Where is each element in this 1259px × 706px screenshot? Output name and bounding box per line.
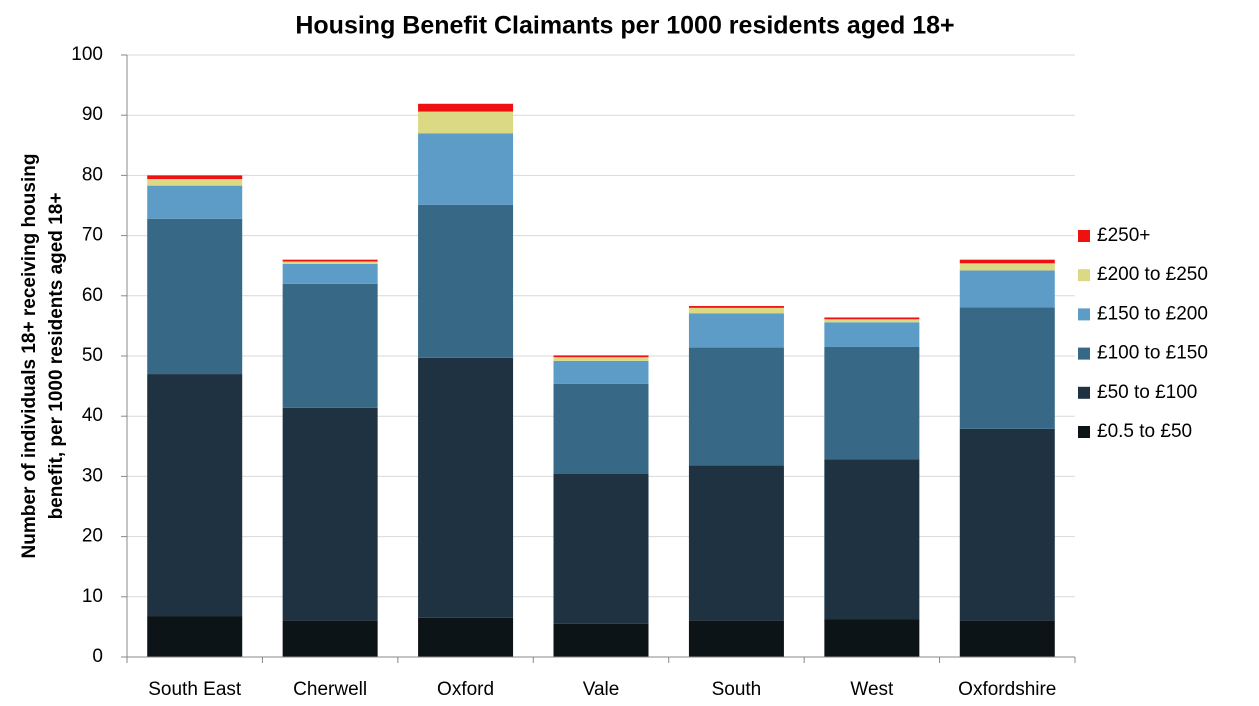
- legend-swatch: [1078, 386, 1090, 399]
- bar-segment: [553, 623, 649, 657]
- bar-segment: [282, 283, 378, 408]
- legend-swatch: [1078, 308, 1090, 321]
- bar-segment: [824, 322, 920, 347]
- bar-segment: [959, 259, 1055, 264]
- bar-segment: [959, 307, 1055, 429]
- y-tick-label: 0: [92, 646, 103, 667]
- bar-segment: [688, 347, 784, 466]
- bar-segment: [688, 306, 784, 308]
- legend-label: £250+: [1097, 225, 1150, 246]
- bar-segment: [688, 465, 784, 621]
- y-tick-label: 40: [82, 405, 103, 426]
- bar-segment: [147, 374, 243, 617]
- legend-swatch: [1078, 347, 1090, 360]
- legend-swatch: [1078, 426, 1090, 438]
- y-tick-label: 90: [82, 104, 103, 125]
- legend-label: £0.5 to £50: [1097, 421, 1192, 442]
- legend-label: £150 to £200: [1097, 303, 1208, 324]
- y-tick-label: 20: [82, 526, 103, 547]
- bar-segment: [824, 619, 920, 657]
- bar-segment: [824, 346, 920, 460]
- bar-segment: [959, 620, 1055, 657]
- bar-segment: [418, 103, 514, 112]
- x-tick-label: Oxfordshire: [958, 679, 1056, 700]
- bar-segment: [688, 620, 784, 657]
- bar-segment: [553, 355, 649, 358]
- bar-segment: [824, 317, 920, 320]
- bar-segment: [147, 175, 243, 180]
- x-tick-label: Oxford: [437, 679, 494, 700]
- y-tick-label: 70: [82, 225, 103, 246]
- bar-segment: [959, 428, 1055, 621]
- bar-segment: [418, 133, 514, 205]
- bar-segment: [959, 263, 1055, 271]
- y-tick-label: 80: [82, 164, 103, 185]
- y-tick-label: 50: [82, 345, 103, 366]
- bar-segment: [282, 259, 378, 262]
- bar-segment: [147, 218, 243, 375]
- y-axis-title: Number of individuals 18+ receiving hous…: [19, 154, 40, 559]
- legend-label: £100 to £150: [1097, 343, 1208, 364]
- legend-label: £50 to £100: [1097, 382, 1197, 403]
- y-tick-label: 30: [82, 465, 103, 486]
- bar-segment: [147, 185, 243, 219]
- bar-segment: [418, 617, 514, 657]
- bar-segment: [824, 459, 920, 620]
- bar-segment: [688, 307, 784, 314]
- bar-segment: [553, 383, 649, 474]
- bar-segment: [282, 620, 378, 657]
- x-tick-label: Cherwell: [293, 679, 367, 700]
- chart-title: Housing Benefit Claimants per 1000 resid…: [295, 12, 954, 40]
- bar-segment: [688, 313, 784, 348]
- x-tick-label: West: [850, 679, 894, 700]
- bar-segment: [553, 357, 649, 361]
- bar-segment: [553, 360, 649, 384]
- y-tick-label: 10: [82, 586, 103, 607]
- bar-segment: [824, 319, 920, 323]
- y-tick-label: 100: [71, 44, 103, 65]
- bar-segment: [282, 263, 378, 284]
- bar-segment: [418, 111, 514, 134]
- x-tick-label: Vale: [583, 679, 620, 700]
- legend-label: £200 to £250: [1097, 264, 1208, 285]
- legend-swatch: [1078, 269, 1090, 282]
- bar-segment: [147, 179, 243, 186]
- x-tick-label: South: [712, 679, 762, 700]
- y-axis-title: benefit, per 1000 residents aged 18+: [46, 193, 67, 520]
- bar-segment: [147, 616, 243, 657]
- bar-segment: [282, 407, 378, 621]
- bar-segment: [282, 261, 378, 264]
- bar-segment: [553, 473, 649, 624]
- bar-segment: [418, 357, 514, 618]
- bar-segment: [959, 270, 1055, 308]
- bar-segment: [418, 204, 514, 358]
- legend-swatch: [1078, 230, 1090, 242]
- y-tick-label: 60: [82, 285, 103, 306]
- x-tick-label: South East: [148, 679, 242, 700]
